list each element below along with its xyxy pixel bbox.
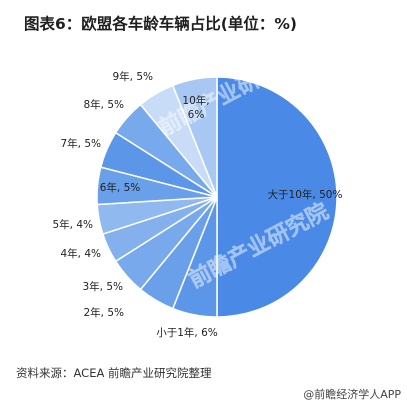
slice-label: 7年, 5% bbox=[60, 137, 101, 150]
slice-label: 8年, 5% bbox=[83, 98, 124, 111]
source-note: 资料来源：ACEA 前瞻产业研究院整理 bbox=[16, 366, 212, 380]
pie-slice bbox=[171, 76, 218, 198]
slice-label: 9年, 5% bbox=[112, 70, 153, 83]
pie-labels: 大于10年, 50% 小于1年, 6% 2年, 5% 3年, 5% 4年, 4% 5年, … bbox=[52, 70, 342, 339]
slice-label: 4年, 4% bbox=[60, 247, 101, 260]
slice-label: 2年, 5% bbox=[83, 306, 124, 319]
chart-title: 图表6：欧盟各车龄车辆占比(单位：%) bbox=[24, 15, 297, 33]
slice-label: 5年, 4% bbox=[52, 218, 93, 231]
slice-label: 3年, 5% bbox=[82, 280, 123, 293]
pie-slices bbox=[96, 76, 338, 318]
slice-label: 6年, 5% bbox=[100, 181, 141, 194]
slice-label: 小于1年, 6% bbox=[156, 326, 218, 339]
slice-label: 10年, 6% bbox=[182, 94, 209, 121]
pie-slice bbox=[216, 76, 338, 318]
slice-label: 大于10年, 50% bbox=[268, 188, 343, 201]
brand-footer: @前瞻经济学人APP bbox=[303, 388, 401, 401]
